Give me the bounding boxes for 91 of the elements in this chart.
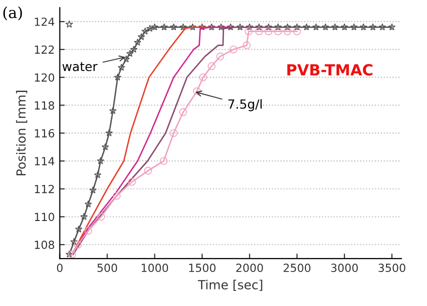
x-tick-label: 2000 (236, 264, 263, 272)
point (236, 23, 244, 30)
x-tick-label: 3000 (331, 264, 358, 272)
point (179, 23, 187, 30)
text: (a) (3, 6, 22, 20)
x-tick-label: 0 (56, 264, 63, 272)
point (188, 23, 196, 30)
point (216, 52, 224, 60)
point (66, 20, 73, 28)
point (68, 250, 76, 258)
point (170, 129, 178, 137)
point (112, 192, 121, 200)
x-tick-label: 2500 (284, 264, 310, 272)
point (150, 23, 158, 30)
point (208, 23, 216, 30)
point (284, 27, 292, 36)
point (96, 157, 104, 164)
point (350, 23, 358, 30)
point (141, 27, 149, 35)
point (312, 23, 320, 30)
point (255, 23, 263, 30)
point (70, 238, 78, 246)
point (244, 27, 252, 36)
x-tick-label: 1000 (142, 264, 168, 272)
point (360, 23, 368, 30)
point (274, 27, 282, 36)
point (293, 23, 301, 30)
point (198, 23, 206, 30)
point (302, 23, 310, 30)
point (160, 23, 168, 30)
point (199, 73, 207, 82)
x-tick-label: 3500 (378, 264, 406, 272)
point (274, 23, 282, 30)
point (322, 23, 330, 30)
point (293, 27, 301, 36)
point (118, 64, 126, 71)
point (122, 55, 130, 62)
y-tick-label: 114 (34, 157, 54, 166)
point (264, 23, 272, 30)
point (75, 225, 82, 233)
annotation: water (62, 62, 98, 72)
point (284, 23, 292, 30)
point (331, 23, 339, 30)
point (109, 106, 117, 114)
point (160, 157, 168, 165)
point (97, 212, 105, 221)
y-tick-label: 116 (34, 129, 54, 138)
point (388, 23, 396, 30)
y-tick-label: 112 (34, 184, 54, 194)
point (369, 23, 377, 30)
point (179, 108, 188, 116)
point (114, 73, 122, 81)
y-tick-label: 108 (34, 240, 54, 250)
x-tick-label: 500 (97, 264, 118, 272)
point (242, 41, 251, 50)
point (246, 23, 254, 30)
point (144, 166, 152, 175)
point (89, 186, 97, 194)
point (84, 226, 92, 235)
y-tick-label: 122 (34, 45, 54, 54)
point (102, 143, 110, 150)
point (264, 27, 272, 36)
x-axis-title: Time [sec] (198, 280, 262, 291)
point (193, 87, 201, 96)
annotation: 7.5g/l (228, 99, 262, 112)
point (138, 33, 146, 40)
point (134, 38, 142, 46)
point (255, 27, 263, 36)
y-axis-title: Position [mm] (16, 90, 28, 176)
point (126, 50, 134, 57)
point (130, 46, 138, 53)
point (378, 23, 386, 30)
y-tick-label: 124 (34, 18, 54, 26)
annotation: PVB-TMAC (287, 64, 372, 76)
point (94, 171, 102, 178)
point (340, 23, 348, 30)
point (84, 200, 92, 208)
point (128, 178, 136, 186)
x-tick-label: 1500 (189, 264, 216, 272)
point (226, 23, 234, 30)
point (208, 62, 216, 70)
point (170, 23, 178, 30)
point (105, 129, 113, 136)
point (217, 23, 225, 30)
y-tick-label: 118 (34, 101, 54, 110)
point (230, 46, 238, 54)
point (80, 212, 88, 220)
point (74, 240, 82, 249)
point (66, 250, 73, 258)
y-tick-label: 120 (34, 73, 54, 82)
y-tick-label: 110 (34, 212, 54, 222)
